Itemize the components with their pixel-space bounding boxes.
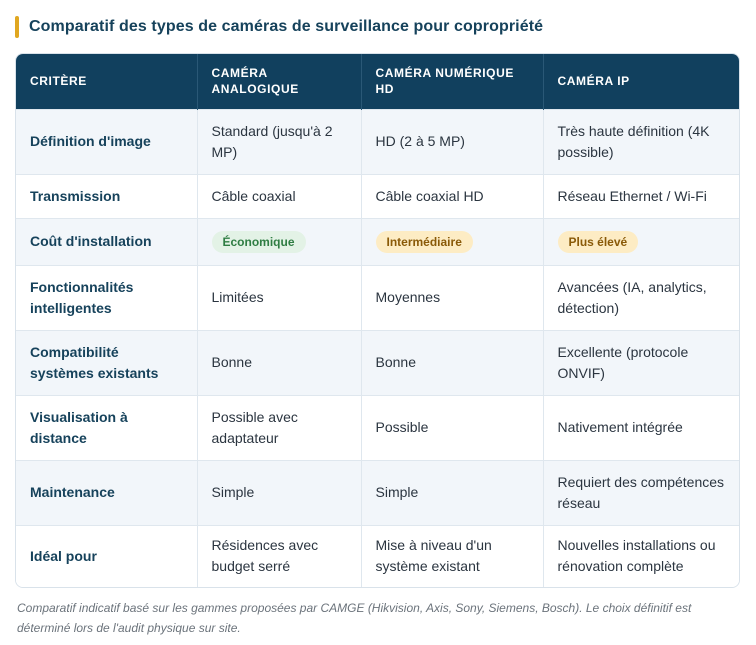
- header-analog-camera: Caméra analogique: [197, 54, 362, 109]
- table-cell: Bonne: [197, 329, 362, 395]
- table-row: Fonctionnalités intelligentes Limitées M…: [16, 264, 739, 330]
- table-cell: Requiert des compétences réseau: [543, 459, 739, 525]
- title-block: Comparatif des types de caméras de surve…: [15, 16, 543, 38]
- cost-badge-intermediate: Intermédiaire: [375, 230, 473, 253]
- table-cell: Réseau Ethernet / Wi-Fi: [543, 173, 739, 218]
- table-cell: Nouvelles installations ou rénovation co…: [543, 524, 739, 587]
- table-cell: Standard (jusqu'à 2 MP): [197, 108, 362, 174]
- accent-bar: [15, 16, 19, 38]
- table-cell: Économique: [197, 217, 362, 265]
- table-cell: Câble coaxial HD: [361, 173, 544, 218]
- header-ip-camera: Caméra IP: [543, 54, 739, 109]
- table-row: Compatibilité systèmes existants Bonne B…: [16, 329, 739, 395]
- page-title: Comparatif des types de caméras de surve…: [29, 18, 544, 35]
- table-cell: Très haute définition (4K possible): [543, 108, 739, 174]
- table-row: Visualisation à distance Possible avec a…: [16, 394, 739, 460]
- table-cell: Possible avec adaptateur: [197, 394, 362, 460]
- row-criterion: Fonctionnalités intelligentes: [16, 264, 198, 330]
- table-cell: Plus élevé: [543, 217, 739, 265]
- table-cell: Nativement intégrée: [543, 394, 739, 460]
- table-header-row: Critère Caméra analogique Caméra numériq…: [16, 54, 739, 109]
- comparison-table-card: Critère Caméra analogique Caméra numériq…: [15, 53, 740, 588]
- comparison-table: Critère Caméra analogique Caméra numériq…: [16, 54, 739, 587]
- table-row: Idéal pour Résidences avec budget serré …: [16, 524, 739, 587]
- table-cell: Excellente (protocole ONVIF): [543, 329, 739, 395]
- row-criterion: Définition d'image: [16, 108, 198, 174]
- table-row: Définition d'image Standard (jusqu'à 2 M…: [16, 108, 739, 174]
- table-cell: Bonne: [361, 329, 544, 395]
- table-cell: Mise à niveau d'un système existant: [361, 524, 544, 587]
- row-criterion: Coût d'installation: [16, 217, 198, 265]
- header-hd-camera: Caméra numérique HD: [361, 54, 544, 109]
- table-cell: Limitées: [197, 264, 362, 330]
- row-criterion: Compatibilité systèmes existants: [16, 329, 198, 395]
- footnote: Comparatif indicatif basé sur les gammes…: [17, 601, 692, 635]
- row-criterion: Maintenance: [16, 459, 198, 525]
- table-cell: HD (2 à 5 MP): [361, 108, 544, 174]
- table-cell: Avancées (IA, analytics, détection): [543, 264, 739, 330]
- table-row: Transmission Câble coaxial Câble coaxial…: [16, 173, 739, 218]
- table-cell: Intermédiaire: [361, 217, 544, 265]
- table-cell: Moyennes: [361, 264, 544, 330]
- table-cell: Simple: [361, 459, 544, 525]
- cost-badge-high: Plus élevé: [557, 230, 639, 253]
- cost-badge-economic: Économique: [211, 230, 306, 253]
- table-cell: Simple: [197, 459, 362, 525]
- table-row: Maintenance Simple Simple Requiert des c…: [16, 459, 739, 525]
- row-criterion: Idéal pour: [16, 524, 198, 587]
- table-row: Coût d'installation Économique Intermédi…: [16, 217, 739, 265]
- table-cell: Résidences avec budget serré: [197, 524, 362, 587]
- row-criterion: Visualisation à distance: [16, 394, 198, 460]
- header-criterion: Critère: [16, 54, 198, 109]
- table-cell: Câble coaxial: [197, 173, 362, 218]
- row-criterion: Transmission: [16, 173, 198, 218]
- table-cell: Possible: [361, 394, 544, 460]
